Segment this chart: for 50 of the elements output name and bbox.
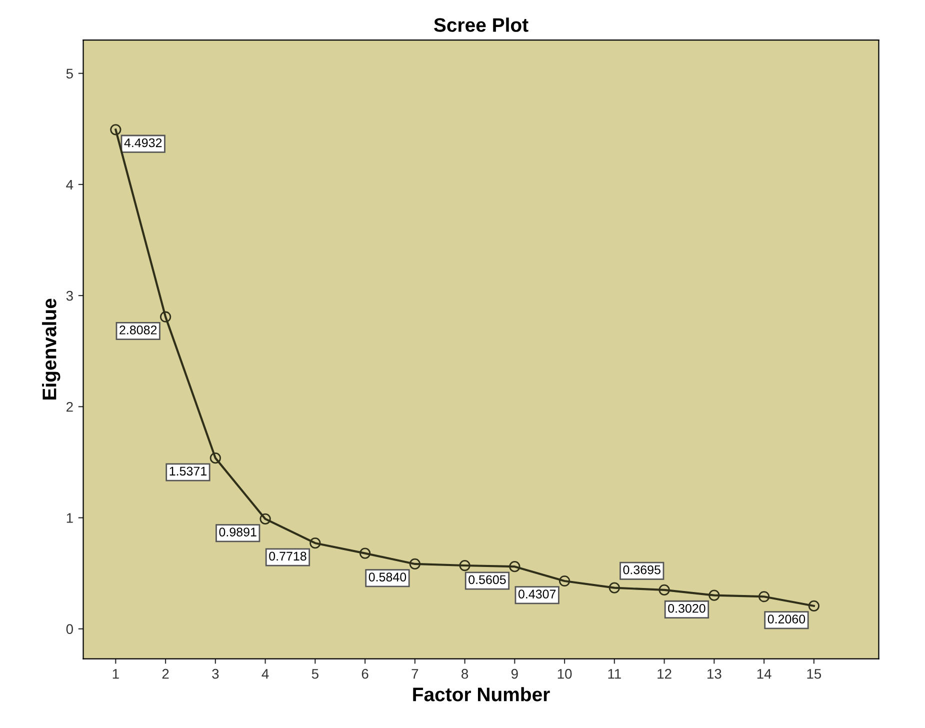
x-tick-label: 5: [312, 669, 318, 679]
data-label: 0.9891: [219, 528, 256, 536]
point: [409, 558, 420, 570]
x-tick-label: 12: [658, 668, 672, 679]
x-tick-label: 13: [708, 668, 722, 679]
point: [658, 584, 670, 596]
point: [310, 538, 321, 549]
x-tick-label: 3: [212, 668, 219, 679]
x-tick-label: 1: [112, 669, 119, 679]
data-label: 0.5605: [468, 575, 506, 584]
x-tick-label: 11: [608, 669, 621, 679]
data-label: 2.8082: [120, 326, 157, 334]
point: [708, 590, 720, 601]
x-tick-label: 8: [462, 668, 468, 679]
data-label: 0.5840: [368, 572, 406, 582]
x-tick-label: 2: [162, 668, 169, 679]
point: [459, 560, 470, 572]
point: [558, 575, 570, 587]
point: [110, 124, 122, 136]
data-label: 0.7718: [269, 552, 306, 561]
y-axis-title: Eigenvalue: [42, 298, 60, 400]
x-tick-label: 15: [807, 669, 822, 679]
y-tick-label: 0: [66, 624, 73, 634]
y-tick-label: 4: [66, 180, 74, 190]
x-tick-label: 14: [757, 669, 772, 679]
y-tick-label: 3: [66, 290, 73, 301]
x-axis-title: Factor Number: [413, 687, 550, 702]
point: [808, 600, 820, 612]
point: [758, 591, 770, 602]
chart-title: Scree Plot: [434, 18, 528, 32]
data-label: 0.3695: [623, 565, 660, 574]
data-label: 0.4307: [518, 590, 556, 599]
x-tick-label: 7: [412, 669, 418, 679]
data-label: 4.4932: [124, 138, 162, 148]
y-tick-label: 5: [66, 68, 73, 79]
point: [260, 513, 271, 525]
y-tick-label: 2: [66, 402, 73, 412]
data-label: 1.5371: [170, 466, 206, 476]
point: [359, 548, 371, 559]
data-label: 0.3020: [668, 604, 706, 613]
x-tick-label: 10: [558, 668, 572, 679]
point: [160, 311, 172, 322]
data-label: 0.2060: [768, 614, 806, 624]
x-tick-label: 4: [262, 669, 269, 679]
point: [210, 452, 221, 464]
x-tick-label: 9: [511, 668, 518, 679]
x-tick-label: 6: [362, 668, 368, 679]
point: [509, 561, 520, 572]
y-tick-label: 1: [66, 513, 73, 523]
point: [608, 582, 620, 594]
